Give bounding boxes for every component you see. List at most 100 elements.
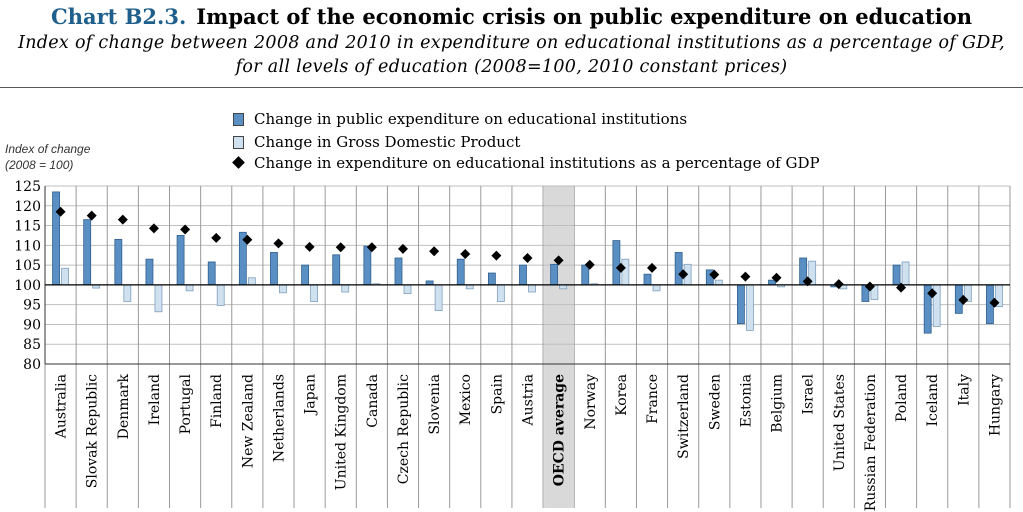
bar-public-expenditure: [643, 273, 652, 286]
legend-label-public: Change in public expenditure on educatio…: [254, 110, 688, 128]
chart-subtitle-line2: for all levels of education (2008=100, 2…: [235, 57, 788, 77]
category-label: Korea: [614, 374, 630, 416]
bar-public-expenditure: [114, 238, 123, 286]
category-label: Hungary: [987, 374, 1003, 436]
legend-swatch-public: [233, 113, 244, 126]
marker-percentage-of-gdp: [366, 242, 377, 253]
marker-percentage-of-gdp: [86, 210, 97, 221]
category-label: United Kingdom: [334, 374, 350, 490]
bar-public-expenditure: [207, 261, 216, 286]
bar-public-expenditure: [270, 252, 278, 286]
oecd-average-highlight: [544, 186, 574, 508]
bar-gdp: [621, 258, 630, 286]
y-tick-label: 95: [23, 298, 41, 314]
bar-gdp: [279, 284, 287, 294]
bar-gdp: [403, 284, 412, 294]
y-axis-label-line1: Index of change: [5, 142, 91, 156]
bar-gdp: [154, 284, 163, 313]
bar-public-expenditure: [581, 264, 590, 286]
y-tick-label: 105: [14, 258, 41, 274]
category-label: Austria: [521, 374, 537, 426]
y-tick-label: 100: [14, 278, 41, 294]
bar-public-expenditure: [768, 279, 776, 286]
bar-public-expenditure: [892, 264, 901, 286]
bar-gdp: [434, 284, 443, 311]
bar-gdp: [216, 284, 225, 306]
category-label: Australia: [54, 374, 70, 439]
category-label: Czech Republic: [396, 374, 412, 484]
chart-subtitle-line1: Index of change between 2008 and 2010 in…: [17, 33, 1006, 53]
category-label: United States: [832, 374, 848, 471]
bar-public-expenditure: [674, 252, 683, 286]
marker-percentage-of-gdp: [553, 255, 564, 266]
category-label: Norway: [583, 374, 599, 430]
y-axis-label-line2: (2008 = 100): [5, 158, 74, 172]
bar-public-expenditure: [145, 258, 154, 286]
bar-gdp: [746, 284, 754, 331]
marker-percentage-of-gdp: [615, 262, 626, 273]
category-label: Israel: [801, 373, 817, 414]
marker-percentage-of-gdp: [584, 259, 595, 270]
marker-percentage-of-gdp: [958, 294, 969, 305]
legend-label-gdp: Change in Gross Domestic Product: [254, 133, 521, 151]
legend-swatch-gdp: [233, 136, 244, 149]
y-tick-label: 110: [14, 238, 41, 254]
bar-gdp: [901, 261, 910, 286]
category-label: Switzerland: [676, 374, 692, 459]
title-divider: [0, 87, 1023, 88]
marker-percentage-of-gdp: [242, 234, 253, 245]
category-label: Finland: [209, 374, 225, 428]
y-tick-label: 120: [14, 199, 41, 215]
category-label: Portugal: [178, 373, 194, 434]
marker-percentage-of-gdp: [211, 232, 222, 243]
category-label: Spain: [489, 374, 505, 414]
marker-percentage-of-gdp: [522, 252, 533, 263]
bar-public-expenditure: [519, 264, 527, 286]
marker-percentage-of-gdp: [55, 206, 66, 217]
bar-gdp: [496, 284, 505, 302]
category-label: Slovak Republic: [85, 374, 101, 488]
bar-public-expenditure: [52, 191, 60, 286]
marker-percentage-of-gdp: [647, 262, 658, 273]
marker-percentage-of-gdp: [709, 269, 720, 280]
marker-percentage-of-gdp: [117, 214, 128, 225]
bar-public-expenditure: [737, 284, 745, 325]
bar-public-expenditure: [394, 257, 403, 286]
marker-percentage-of-gdp: [864, 281, 875, 292]
category-label: Netherlands: [271, 374, 287, 462]
bar-gdp: [123, 284, 132, 302]
marker-percentage-of-gdp: [989, 297, 1000, 308]
category-label: Denmark: [116, 373, 132, 439]
category-label: Canada: [365, 374, 381, 428]
category-label: Ireland: [147, 374, 163, 425]
marker-percentage-of-gdp: [304, 241, 315, 252]
category-label: Sweden: [707, 374, 723, 430]
bar-public-expenditure: [550, 263, 559, 286]
category-label: Poland: [894, 374, 910, 422]
y-tick-label: 85: [23, 337, 41, 353]
category-label: Belgium: [770, 374, 786, 433]
category-label: Mexico: [458, 374, 474, 425]
y-tick-label: 125: [14, 179, 41, 195]
bar-gdp: [341, 284, 350, 293]
bar-public-expenditure: [83, 219, 92, 286]
category-label: Russian Federation: [863, 374, 879, 511]
bar-public-expenditure: [487, 272, 496, 286]
category-label: OECD average: [552, 374, 568, 486]
marker-percentage-of-gdp: [833, 279, 844, 290]
category-label: Italy: [956, 374, 972, 406]
bar-public-expenditure: [363, 245, 372, 286]
bar-public-expenditure: [301, 264, 309, 286]
bar-public-expenditure: [176, 235, 185, 286]
bar-gdp: [714, 279, 723, 286]
marker-percentage-of-gdp: [678, 269, 689, 280]
category-label: Japan: [303, 374, 319, 416]
y-tick-label: 90: [23, 317, 41, 333]
marker-percentage-of-gdp: [771, 272, 782, 283]
bar-gdp: [310, 284, 318, 302]
legend-label-ratio: Change in expenditure on educational ins…: [254, 154, 820, 172]
category-label: New Zealand: [240, 374, 256, 468]
marker-percentage-of-gdp: [740, 271, 751, 282]
bar-public-expenditure: [612, 240, 621, 286]
